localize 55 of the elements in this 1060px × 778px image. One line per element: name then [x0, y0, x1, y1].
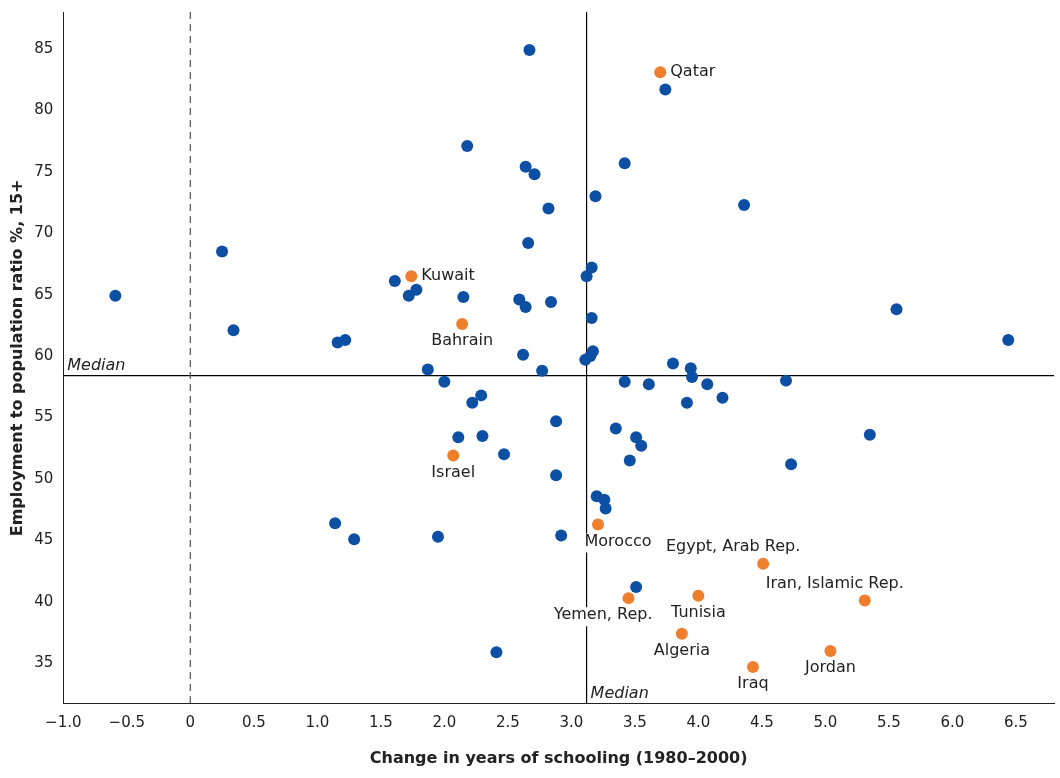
y-tick-label: 60 [34, 345, 54, 364]
x-tick-label: 0.5 [241, 712, 266, 731]
x-tick-label: 4.5 [749, 712, 774, 731]
x-tick-label: 1.5 [368, 712, 393, 731]
y-tick-label: 65 [34, 284, 54, 303]
data-label: Morocco [584, 530, 652, 550]
point [622, 592, 635, 605]
data-label: Iraq [737, 673, 769, 693]
point [654, 66, 667, 79]
data-label: Tunisia [670, 601, 726, 621]
data-label: Jordan [804, 657, 856, 677]
x-tick-label: 4.0 [686, 712, 711, 731]
x-tick-label: 0 [185, 712, 196, 731]
x-tick-label: 1.0 [305, 712, 330, 731]
point [692, 589, 705, 602]
data-label: Qatar [670, 61, 716, 81]
data-label: Algeria [653, 639, 710, 659]
x-tick-label: 2.5 [495, 712, 520, 731]
point [592, 518, 605, 531]
y-tick-label: 45 [34, 530, 54, 549]
point [824, 644, 837, 657]
point [746, 660, 759, 673]
x-tick-label: 5.0 [813, 712, 838, 731]
y-axis-title: Employment to population ratio %, 15+ [6, 179, 26, 537]
data-label: Egypt, Arab Rep. [665, 535, 801, 555]
data-label: Yemen, Rep. [552, 604, 653, 624]
point [405, 270, 418, 283]
y-tick-label: 50 [34, 468, 54, 487]
x-tick-label: 6.0 [940, 712, 965, 731]
x-tick-label: 3.0 [559, 712, 584, 731]
point [757, 557, 770, 570]
ref-line-label: Median [67, 354, 126, 374]
x-axis-title: Change in years of schooling (1980–2000) [369, 747, 748, 767]
x-tick-label: 5.5 [876, 712, 901, 731]
y-tick-label: 80 [34, 100, 54, 119]
data-label: Iran, Islamic Rep. [765, 572, 904, 592]
x-tick-label: 6.5 [1003, 712, 1028, 731]
y-tick-label: 75 [34, 161, 54, 180]
point [675, 627, 688, 640]
y-tick-label: 70 [34, 223, 54, 242]
x-tick-label: 3.5 [622, 712, 647, 731]
data-label: Bahrain [431, 330, 494, 350]
y-tick-label: 40 [34, 591, 54, 610]
y-tick-label: 55 [34, 407, 54, 426]
x-tick-label: −0.5 [108, 712, 146, 731]
data-label: Kuwait [421, 265, 475, 285]
x-tick-label: −1.0 [45, 712, 82, 731]
ref-line-label: Median [590, 682, 649, 702]
point [447, 449, 460, 462]
point [858, 594, 871, 607]
x-tick-label: 2.0 [432, 712, 457, 731]
data-label: Israel [431, 461, 476, 481]
point [456, 318, 469, 331]
y-tick-label: 85 [34, 38, 54, 57]
y-tick-label: 35 [34, 653, 54, 672]
